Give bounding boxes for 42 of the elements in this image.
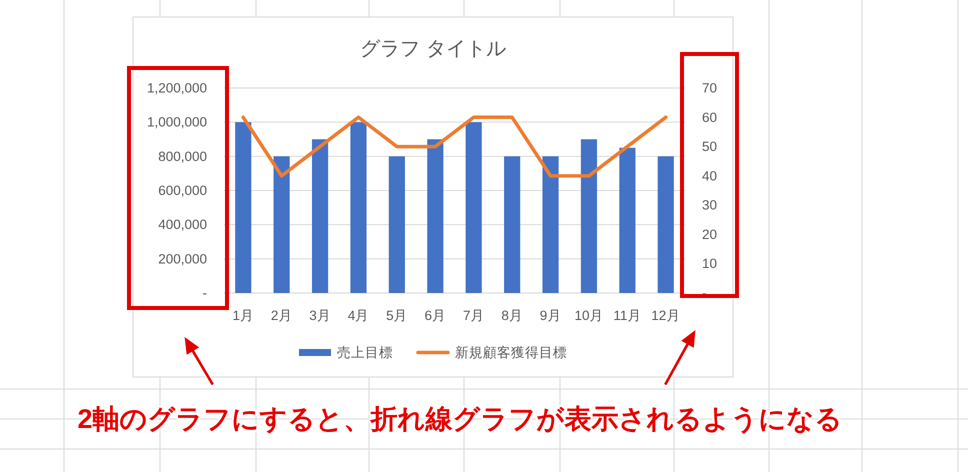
- y2-tick-label: 50: [702, 139, 718, 154]
- y-tick-label: 1,200,000: [146, 80, 207, 96]
- bar: [466, 122, 482, 293]
- y-tick-label: 400,000: [158, 217, 207, 232]
- x-tick-label: 5月: [386, 308, 408, 323]
- text: 2軸のグラフにすると、折れ線グラフが表示されるようになる: [77, 404, 843, 434]
- x-tick-label: 12月: [651, 308, 680, 323]
- bar: [580, 139, 598, 293]
- y2-tick-label: 30: [702, 198, 718, 213]
- x-tick-label: 10月: [574, 308, 604, 323]
- bar: [619, 148, 636, 293]
- bar: [312, 139, 328, 293]
- y-tick-label: 1,000,000: [146, 114, 207, 130]
- y2-tick-label: 20: [702, 226, 718, 242]
- x-tick-label: 1月: [232, 308, 254, 323]
- x-tick-label: 11月: [613, 308, 642, 323]
- legend-label: 新規顧客獲得目標: [455, 345, 567, 360]
- bar: [658, 156, 674, 293]
- y2-tick-label: 40: [702, 168, 718, 184]
- y-tick-label: -: [202, 286, 207, 300]
- x-tick-label: 7月: [462, 308, 484, 323]
- bar: [235, 122, 252, 293]
- x-tick-label: 2月: [270, 308, 292, 323]
- chart-title: グラフ タイトル: [360, 38, 506, 60]
- y2-tick-label: 70: [702, 80, 718, 96]
- bar: [427, 139, 444, 293]
- x-tick-label: 4月: [348, 308, 370, 323]
- x-tick-label: 3月: [309, 308, 331, 323]
- bar: [388, 156, 405, 293]
- y2-tick-label: 60: [702, 110, 718, 125]
- bar: [542, 156, 559, 293]
- bar: [274, 156, 290, 293]
- bar: [350, 122, 367, 293]
- x-tick-label: 6月: [424, 308, 446, 323]
- legend-label: 売上目標: [337, 345, 393, 360]
- x-tick-label: 8月: [501, 308, 523, 323]
- y-tick-label: 600,000: [158, 183, 207, 198]
- y-tick-label: 800,000: [158, 148, 207, 164]
- y2-tick-label: 10: [702, 256, 718, 272]
- x-tick-label: 9月: [540, 308, 562, 323]
- y-tick-label: 200,000: [158, 251, 207, 266]
- bar: [504, 156, 520, 293]
